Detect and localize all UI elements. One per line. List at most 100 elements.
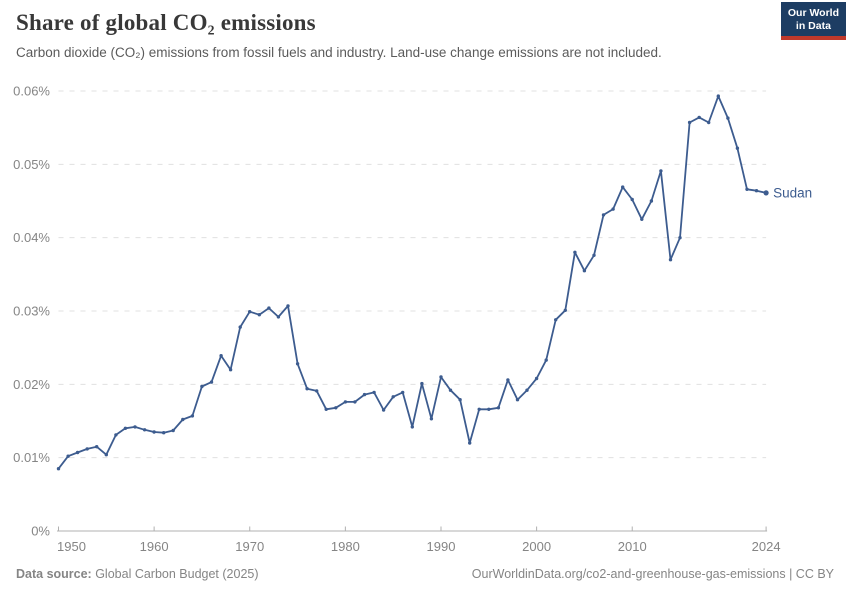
chart-header: Share of global CO₂ emissions Carbon dio… (16, 10, 834, 60)
data-point-marker[interactable] (219, 354, 223, 358)
data-point-marker[interactable] (315, 389, 319, 393)
data-point-marker[interactable] (448, 388, 453, 392)
data-point-marker[interactable] (429, 417, 434, 421)
x-tick-label: 1950 (57, 539, 86, 554)
data-point-marker[interactable] (487, 407, 491, 411)
x-axis: 1950 1960 1970 1980 1990 2000 2010 2024 (57, 526, 781, 554)
data-point-marker[interactable] (611, 207, 615, 211)
y-tick-label: 0.02% (13, 377, 50, 392)
data-point-marker[interactable] (544, 358, 548, 362)
x-tick-label: 2000 (522, 539, 551, 554)
y-tick-label: 0.05% (13, 157, 50, 172)
data-point-marker[interactable] (554, 318, 558, 322)
y-tick-label: 0.03% (13, 304, 50, 319)
data-point-marker[interactable] (200, 384, 204, 389)
data-point-marker[interactable] (181, 417, 185, 422)
data-point-marker[interactable] (286, 304, 290, 308)
data-point-marker[interactable] (401, 390, 405, 395)
y-tick-label: 0.06% (13, 84, 50, 99)
data-source-value: Global Carbon Budget (2025) (91, 567, 259, 581)
data-point-marker[interactable] (114, 433, 118, 437)
data-point-marker[interactable] (295, 362, 300, 366)
owid-link[interactable]: OurWorldinData.org/co2-and-greenhouse-ga… (471, 567, 834, 581)
x-tick-label: 2024 (752, 539, 781, 554)
data-point-marker[interactable] (362, 392, 367, 397)
data-point-marker[interactable] (190, 414, 195, 418)
data-point-marker[interactable] (162, 431, 166, 435)
data-point-marker[interactable] (735, 146, 740, 150)
data-point-marker[interactable] (276, 315, 281, 319)
data-point-marker[interactable] (534, 376, 539, 381)
data-point-marker[interactable] (678, 236, 682, 240)
data-point-marker[interactable] (66, 454, 70, 458)
data-point-marker[interactable] (75, 450, 80, 455)
data-point-marker[interactable] (640, 217, 644, 221)
data-point-marker[interactable] (56, 467, 61, 471)
data-point-marker[interactable] (582, 269, 587, 273)
data-point-marker[interactable] (506, 378, 510, 382)
data-point-marker[interactable] (391, 395, 395, 399)
data-point-marker[interactable] (477, 407, 481, 411)
x-tick-label: 1980 (331, 539, 360, 554)
data-point-marker[interactable] (763, 190, 769, 196)
x-tick-label: 1970 (235, 539, 264, 554)
data-point-marker[interactable] (171, 428, 175, 433)
data-point-marker[interactable] (515, 398, 520, 402)
data-point-marker[interactable] (238, 325, 242, 329)
owid-logo[interactable]: Our World in Data (780, 2, 846, 41)
data-point-marker[interactable] (353, 400, 357, 404)
series-line-sudan[interactable] (57, 95, 767, 470)
data-point-marker[interactable] (592, 253, 596, 257)
data-point-marker[interactable] (707, 120, 711, 125)
owid-logo-line2: in Data (795, 20, 831, 33)
data-point-marker[interactable] (468, 441, 472, 445)
data-point-marker[interactable] (649, 199, 654, 203)
data-point-marker[interactable] (104, 453, 109, 457)
data-point-marker[interactable] (745, 187, 749, 191)
data-point-marker[interactable] (95, 445, 99, 449)
x-tick-label: 1990 (427, 539, 456, 554)
data-point-marker[interactable] (257, 313, 261, 317)
data-point-marker[interactable] (152, 430, 156, 434)
data-point-marker[interactable] (621, 185, 625, 189)
data-point-marker[interactable] (439, 375, 443, 379)
data-point-marker[interactable] (228, 368, 233, 372)
data-point-marker[interactable] (324, 407, 328, 411)
data-point-marker[interactable] (726, 116, 730, 120)
data-point-marker[interactable] (687, 120, 692, 125)
data-point-marker[interactable] (334, 406, 338, 410)
data-point-marker[interactable] (209, 380, 214, 384)
owid-logo-line1: Our World (787, 7, 839, 19)
data-point-marker[interactable] (496, 406, 501, 410)
data-point-marker[interactable] (563, 308, 567, 312)
data-point-marker[interactable] (133, 425, 137, 429)
data-point-marker[interactable] (659, 169, 663, 173)
data-point-marker[interactable] (372, 390, 376, 395)
data-point-marker[interactable] (601, 213, 606, 217)
y-tick-label: 0.04% (13, 230, 50, 245)
data-point-marker[interactable] (716, 94, 720, 98)
data-point-marker[interactable] (248, 310, 252, 314)
data-point-marker[interactable] (267, 306, 271, 310)
entity-label-sudan[interactable]: Sudan (773, 185, 812, 200)
data-point-marker[interactable] (697, 115, 701, 120)
data-point-marker[interactable] (420, 381, 424, 386)
chart-footer: Data source: Global Carbon Budget (2025)… (16, 567, 834, 581)
data-point-marker[interactable] (458, 398, 462, 402)
data-point-marker[interactable] (381, 408, 386, 412)
gridlines (58, 90, 767, 459)
data-point-marker[interactable] (630, 197, 634, 202)
data-point-marker[interactable] (410, 425, 414, 429)
x-tick-label: 2010 (618, 539, 647, 554)
data-point-marker[interactable] (343, 400, 348, 404)
data-point-marker[interactable] (305, 387, 309, 391)
data-point-marker[interactable] (525, 388, 529, 392)
data-point-marker[interactable] (668, 258, 673, 262)
data-point-marker[interactable] (573, 250, 577, 254)
data-point-marker[interactable] (142, 428, 147, 432)
y-tick-label: 0% (31, 524, 50, 539)
data-point-marker[interactable] (754, 189, 759, 193)
data-point-marker[interactable] (123, 426, 128, 430)
data-point-marker[interactable] (85, 447, 89, 451)
